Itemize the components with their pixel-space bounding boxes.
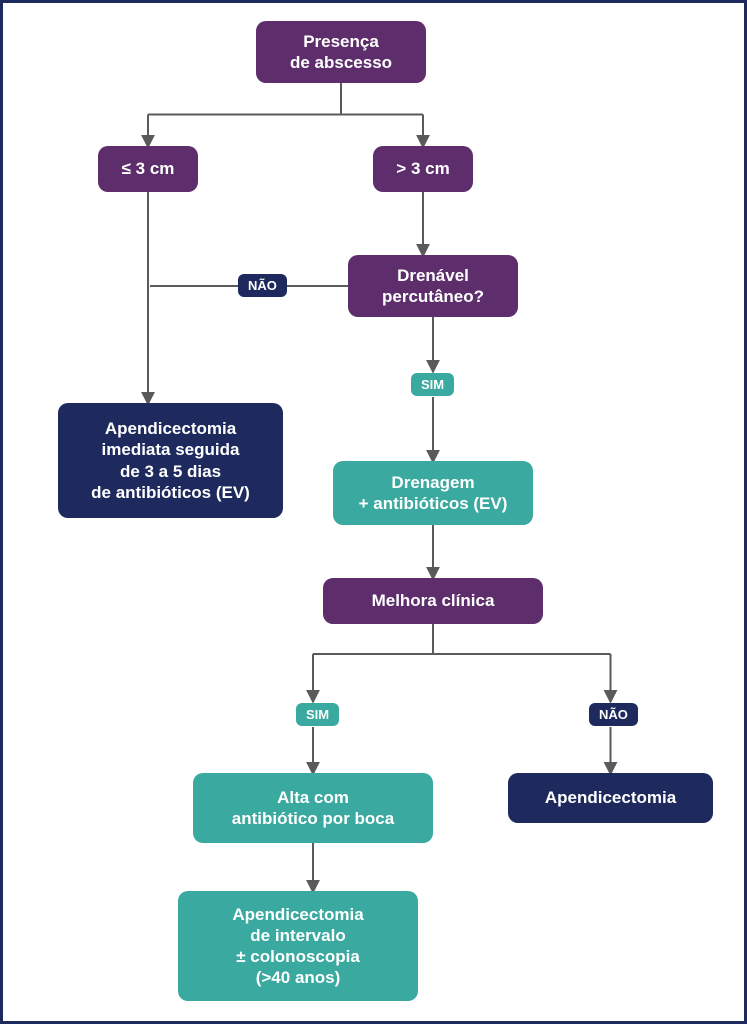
node-intervalo: Apendicectomiade intervalo± colonoscopia… [178,891,418,1001]
node-apend2: Apendicectomia [508,773,713,823]
badge-nao1: NÃO [238,274,287,297]
node-drenagem: Drenagem+ antibióticos (EV) [333,461,533,525]
badge-sim2: SIM [296,703,339,726]
badge-nao2: NÃO [589,703,638,726]
node-root: Presençade abscesso [256,21,426,83]
node-drenavel: Drenávelpercutâneo? [348,255,518,317]
node-melhora: Melhora clínica [323,578,543,624]
node-gt3: > 3 cm [373,146,473,192]
node-alta: Alta comantibiótico por boca [193,773,433,843]
flowchart-canvas: Presençade abscesso ≤ 3 cm > 3 cm Drenávelp… [0,0,747,1024]
node-le3: ≤ 3 cm [98,146,198,192]
node-apendImed: Apendicectomiaimediata seguidade 3 a 5 d… [58,403,283,518]
badge-sim1: SIM [411,373,454,396]
